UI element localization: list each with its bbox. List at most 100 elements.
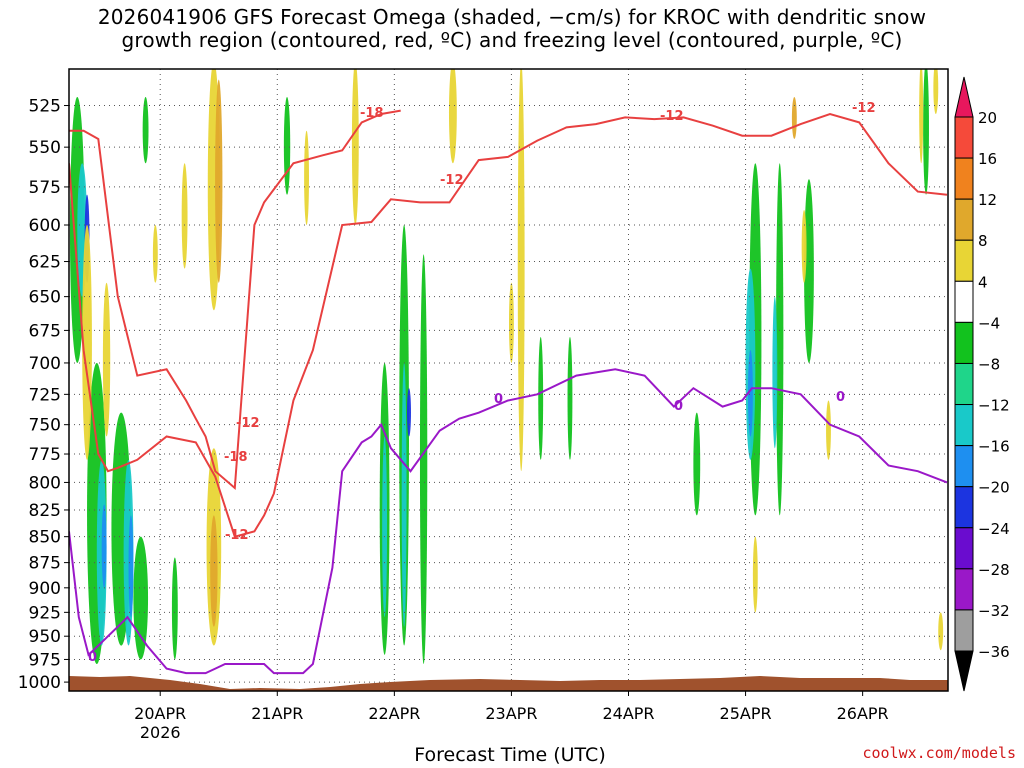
colorbar-bin	[954, 445, 974, 488]
omega-shade-blob	[938, 612, 944, 651]
colorbar-bin	[954, 486, 974, 529]
x-axis-title: Forecast Time (UTC)	[414, 744, 606, 766]
chart-title: 2026041906 GFS Forecast Omega (shaded, −…	[0, 6, 1024, 52]
contours	[69, 109, 948, 675]
colorbar-label: −28	[978, 561, 1010, 579]
omega-shade-blob	[406, 388, 411, 437]
x-year-label: 2026	[140, 723, 181, 742]
site-credit: coolwx.com/models	[862, 744, 1016, 762]
omega-shade-blob	[382, 436, 388, 618]
colorbar-bin	[954, 568, 974, 611]
omega-shade-blob	[538, 337, 544, 460]
omega-shade-blob	[752, 536, 758, 613]
y-tick-label: 925	[29, 603, 61, 623]
dgz-contour-label: -18	[360, 106, 384, 121]
omega-shade-blob	[933, 69, 939, 115]
x-tick-label: 24APR	[602, 704, 654, 723]
colorbar-top-arrow	[954, 76, 974, 118]
colorbar-label: −4	[978, 314, 1000, 332]
colorbar-label: −16	[978, 438, 1010, 456]
omega-shade-blob	[102, 282, 111, 437]
y-tick-label: 600	[29, 216, 61, 236]
freezing-level-contour	[69, 368, 948, 675]
omega-shading	[69, 69, 944, 665]
omega-shade-blob	[210, 515, 218, 627]
contour-labels: -18 -12 -12 -12 -12 -18 -12 0 0 0 0	[88, 101, 876, 665]
freezing-contour-label: 0	[674, 399, 683, 414]
y-tick-label: 800	[29, 473, 61, 493]
freezing-contour-label: 0	[494, 392, 503, 407]
chart-title-line2: growth region (contoured, red, ºC) and f…	[121, 28, 903, 52]
colorbar-bin	[954, 404, 974, 447]
freezing-contour-label: 0	[88, 650, 97, 665]
colorbar-label: 4	[978, 273, 988, 291]
colorbar-label: 12	[978, 191, 997, 209]
dgz-contour-label: -12	[225, 528, 249, 543]
colorbar-label: −32	[978, 602, 1010, 620]
omega-shade-blob	[748, 350, 753, 437]
dgz-contour-minus18	[69, 109, 401, 491]
dgz-contour-label: -12	[440, 173, 464, 188]
omega-shade-blob	[128, 515, 134, 618]
colorbar-bin	[954, 609, 974, 652]
omega-shade-blob	[101, 504, 107, 588]
omega-shade-blob	[517, 69, 525, 472]
omega-shade-blob	[693, 412, 701, 516]
y-tick-label: 1000	[18, 673, 61, 693]
grid-lines	[69, 69, 948, 691]
colorbar-bin	[954, 157, 974, 200]
y-tick-label: 875	[29, 554, 61, 574]
omega-shade-blob	[283, 96, 291, 195]
omega-shade-blob	[142, 96, 149, 164]
ground-fill	[69, 676, 948, 691]
colorbar: 20 16 12 8 4 −4 −8 −12 −16 −20 −24 −28 −32 −36	[954, 76, 1010, 692]
x-tick-label: 22APR	[368, 704, 420, 723]
y-tick-label: 975	[29, 650, 61, 670]
omega-shade-blob	[804, 179, 814, 363]
y-tick-label: 775	[29, 445, 61, 465]
x-axis: 20APR 21APR 22APR 23APR 24APR 25APR 26APR 2026	[134, 691, 889, 742]
x-tick-label: 20APR	[134, 704, 186, 723]
colorbar-bin	[954, 116, 974, 159]
colorbar-bin	[954, 362, 974, 406]
colorbar-bottom-arrow	[954, 650, 974, 692]
y-tick-label: 575	[29, 178, 61, 198]
colorbar-label: −24	[978, 520, 1010, 538]
y-tick-label: 750	[29, 416, 61, 436]
omega-shade-blob	[181, 163, 188, 269]
colorbar-label: −36	[978, 643, 1010, 661]
y-axis: 525 550 575 600 625 650 675 700 725 750 775 800 825 8…	[18, 97, 69, 693]
omega-shade-blob	[152, 225, 158, 283]
omega-shade-blob	[82, 225, 92, 460]
dgz-contour-label: -12	[660, 109, 684, 124]
omega-shade-blob	[401, 362, 407, 627]
y-tick-label: 675	[29, 321, 61, 341]
ground-terrain	[69, 676, 948, 691]
omega-shade-blob	[919, 69, 924, 164]
colorbar-bin	[954, 527, 974, 570]
freezing-contour-label: 0	[836, 390, 845, 405]
y-tick-label: 525	[29, 97, 61, 117]
y-tick-label: 625	[29, 253, 61, 273]
dgz-contour-label: -12	[236, 416, 260, 431]
colorbar-bin	[954, 280, 974, 323]
y-tick-label: 900	[29, 579, 61, 599]
y-tick-label: 700	[29, 354, 61, 374]
colorbar-label: 20	[978, 109, 997, 127]
omega-shade-blob	[508, 282, 514, 363]
omega-shade-blob	[171, 557, 178, 660]
x-tick-label: 23APR	[485, 704, 537, 723]
colorbar-label: −8	[978, 355, 1000, 373]
chart-title-line1: 2026041906 GFS Forecast Omega (shaded, −…	[97, 5, 927, 29]
omega-shade-blob	[304, 130, 309, 226]
colorbar-label: −12	[978, 397, 1010, 415]
plot-frame	[68, 68, 949, 692]
omega-shade-blob	[448, 69, 457, 164]
omega-shade-blob	[772, 296, 778, 449]
dgz-contour-label: -18	[224, 450, 248, 465]
y-tick-label: 550	[29, 138, 61, 158]
colorbar-bin	[954, 239, 974, 282]
omega-shade-blob	[215, 79, 223, 283]
dgz-contour-minus12	[69, 112, 948, 538]
